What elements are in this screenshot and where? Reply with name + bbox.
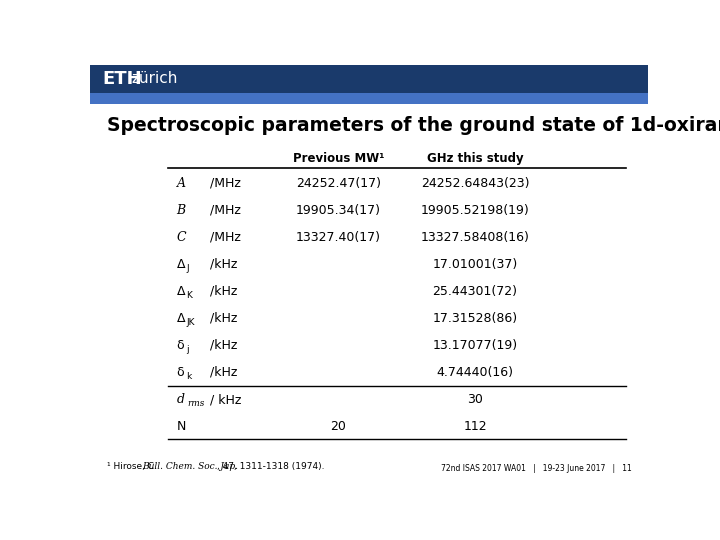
Text: rms: rms — [188, 399, 205, 408]
Text: GHz this study: GHz this study — [427, 152, 523, 165]
Text: 17.31528(86): 17.31528(86) — [433, 312, 518, 325]
Text: N: N — [176, 420, 186, 433]
Text: K: K — [186, 291, 192, 300]
Text: Spectroscopic parameters of the ground state of 1d-oxirane: Spectroscopic parameters of the ground s… — [107, 116, 720, 134]
Text: ETH: ETH — [102, 70, 142, 88]
Text: 24252.64843(23): 24252.64843(23) — [420, 177, 529, 190]
Text: /MHz: /MHz — [210, 204, 241, 217]
Text: 19905.34(17): 19905.34(17) — [296, 204, 381, 217]
Text: J: J — [186, 264, 189, 273]
FancyBboxPatch shape — [90, 65, 648, 94]
Text: , 47, 1311-1318 (1974).: , 47, 1311-1318 (1974). — [217, 462, 325, 470]
Text: C: C — [176, 231, 186, 244]
Text: Bull. Chem. Soc. Jap.: Bull. Chem. Soc. Jap. — [142, 462, 238, 470]
Text: δ: δ — [176, 366, 184, 379]
Text: /kHz: /kHz — [210, 366, 238, 379]
Text: d: d — [176, 393, 184, 406]
Text: 13.17077(19): 13.17077(19) — [433, 339, 518, 352]
Text: k: k — [186, 372, 192, 381]
Text: 4.74440(16): 4.74440(16) — [436, 366, 513, 379]
Text: A: A — [176, 177, 186, 190]
FancyBboxPatch shape — [90, 93, 648, 104]
Text: Δ: Δ — [176, 285, 185, 298]
Text: /MHz: /MHz — [210, 177, 241, 190]
Text: 17.01001(37): 17.01001(37) — [433, 258, 518, 271]
Text: /kHz: /kHz — [210, 258, 238, 271]
Text: zürich: zürich — [132, 71, 179, 86]
Text: 24252.47(17): 24252.47(17) — [296, 177, 381, 190]
Text: 13327.40(17): 13327.40(17) — [296, 231, 381, 244]
Text: B: B — [176, 204, 186, 217]
Text: 20: 20 — [330, 420, 346, 433]
Text: Δ: Δ — [176, 312, 185, 325]
Text: /kHz: /kHz — [210, 312, 238, 325]
Text: JK: JK — [186, 318, 195, 327]
Text: /kHz: /kHz — [210, 339, 238, 352]
Text: Δ: Δ — [176, 258, 185, 271]
Text: 13327.58408(16): 13327.58408(16) — [420, 231, 529, 244]
Text: Previous MW¹: Previous MW¹ — [292, 152, 384, 165]
Text: / kHz: / kHz — [210, 393, 241, 406]
Text: ¹ Hirose, C.: ¹ Hirose, C. — [107, 462, 160, 470]
Text: 19905.52198(19): 19905.52198(19) — [420, 204, 529, 217]
Text: 72nd ISAS 2017 WA01   |   19-23 June 2017   |   11: 72nd ISAS 2017 WA01 | 19-23 June 2017 | … — [441, 464, 631, 473]
Text: 30: 30 — [467, 393, 483, 406]
Text: δ: δ — [176, 339, 184, 352]
Text: /kHz: /kHz — [210, 285, 238, 298]
Text: 25.44301(72): 25.44301(72) — [433, 285, 518, 298]
Text: j: j — [186, 345, 189, 354]
Text: 112: 112 — [463, 420, 487, 433]
Text: /MHz: /MHz — [210, 231, 241, 244]
